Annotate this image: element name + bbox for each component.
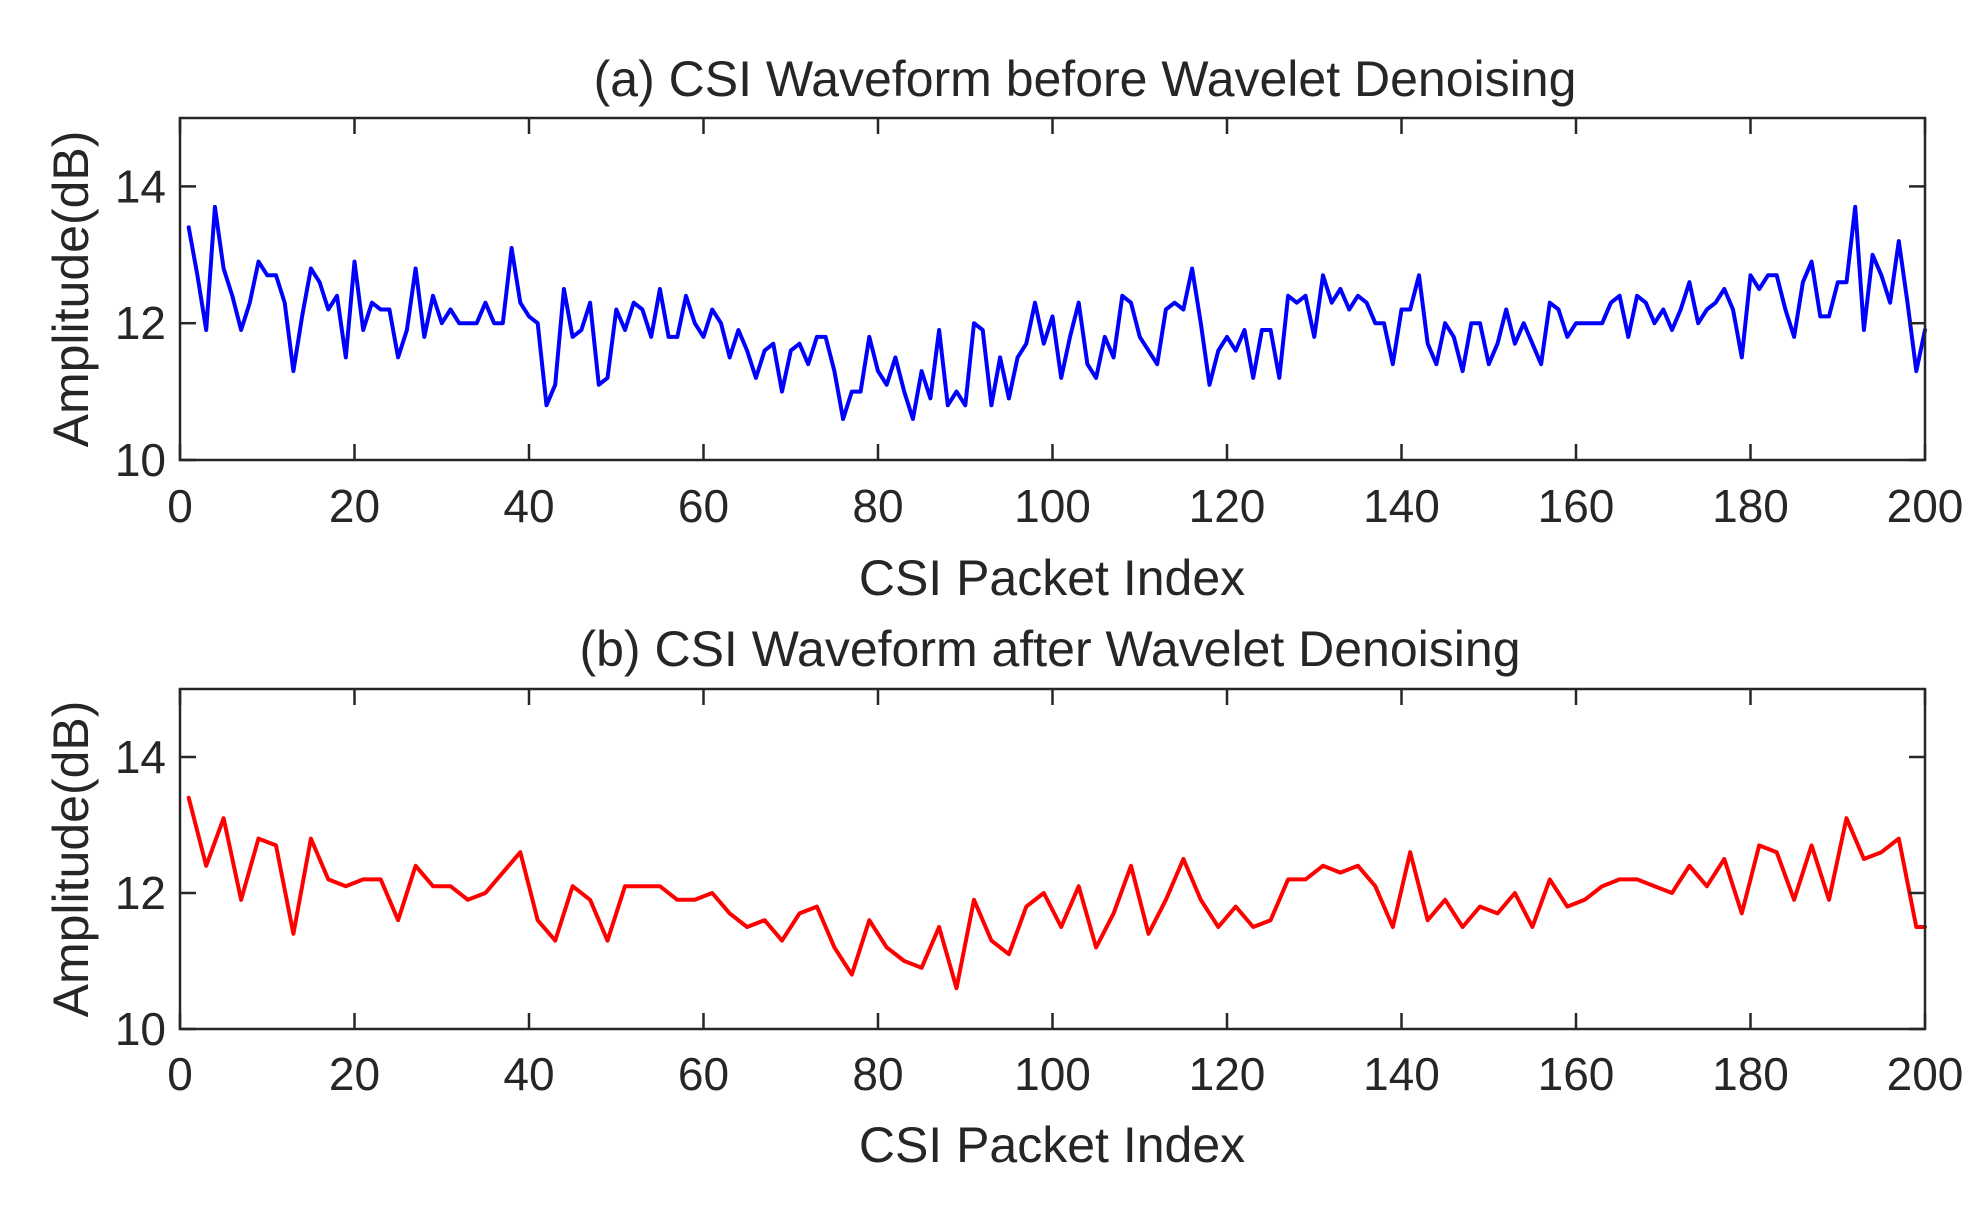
panel-b-x-axis-label: CSI Packet Index (859, 1117, 1245, 1173)
panel-b-y-tick-label: 14 (115, 731, 166, 783)
panel-a-series-line-0 (186, 204, 1927, 421)
panel-a-y-axis-label: Amplitude(dB) (43, 131, 99, 448)
panel-a-x-tick-label: 20 (329, 480, 380, 532)
panel-b-x-tick-label: 80 (852, 1048, 903, 1100)
panel-b-y-ticks: 10 12 14 (115, 731, 1925, 1055)
panel-b-x-tick-label: 40 (503, 1048, 554, 1100)
panel-a-x-tick-label: 40 (503, 480, 554, 532)
panel-a-x-tick-label: 60 (678, 480, 729, 532)
panel-b-x-tick-label: 200 (1887, 1048, 1964, 1100)
panel-a-y-tick-label: 10 (115, 434, 166, 486)
panel-b-x-tick-label: 20 (329, 1048, 380, 1100)
panel-b-x-tick-label: 0 (167, 1048, 193, 1100)
panel-b-axes-box (178, 687, 1927, 1031)
panel-a-axes-box (178, 116, 1927, 462)
panel-b-y-axis-label: Amplitude(dB) (43, 701, 99, 1018)
panel-b-x-tick-label: 100 (1014, 1048, 1091, 1100)
panel-b-x-tick-label: 180 (1712, 1048, 1789, 1100)
panel-a-plot-area (186, 204, 1927, 421)
panel-b-series-line-0 (186, 795, 1927, 991)
panel-a-x-tick-label: 80 (852, 480, 903, 532)
panel-b-plot-area (186, 795, 1927, 991)
panel-b-title: (b) CSI Waveform after Wavelet Denoising (579, 621, 1520, 677)
panel-b-x-tick-label: 120 (1189, 1048, 1266, 1100)
panel-b: (b) CSI Waveform after Wavelet Denoising… (43, 621, 1963, 1173)
panel-b-x-tick-label: 60 (678, 1048, 729, 1100)
panel-a-x-tick-label: 0 (167, 480, 193, 532)
panel-a-x-axis-label: CSI Packet Index (859, 550, 1245, 606)
panel-a-x-tick-label: 100 (1014, 480, 1091, 532)
panel-a-x-tick-label: 140 (1363, 480, 1440, 532)
panel-a-x-tick-label: 120 (1189, 480, 1266, 532)
panel-a-x-tick-label: 180 (1712, 480, 1789, 532)
panel-a-title: (a) CSI Waveform before Wavelet Denoisin… (594, 51, 1577, 107)
panel-a-x-tick-label: 160 (1538, 480, 1615, 532)
panel-b-y-tick-label: 12 (115, 867, 166, 919)
panel-b-x-tick-label: 160 (1538, 1048, 1615, 1100)
panel-a-x-tick-label: 200 (1887, 480, 1964, 532)
panel-a-y-ticks: 10 12 14 (115, 160, 1925, 486)
panel-b-x-tick-label: 140 (1363, 1048, 1440, 1100)
panel-b-y-tick-label: 10 (115, 1003, 166, 1055)
panel-a-x-ticks: 0 20 40 60 80 100 120 140 160 180 200 (167, 118, 1963, 532)
panel-a-y-tick-label: 14 (115, 160, 166, 212)
panel-a-y-tick-label: 12 (115, 297, 166, 349)
panel-b-x-ticks: 0 20 40 60 80 100 120 140 160 180 200 (167, 689, 1963, 1100)
panel-a: (a) CSI Waveform before Wavelet Denoisin… (43, 51, 1963, 606)
